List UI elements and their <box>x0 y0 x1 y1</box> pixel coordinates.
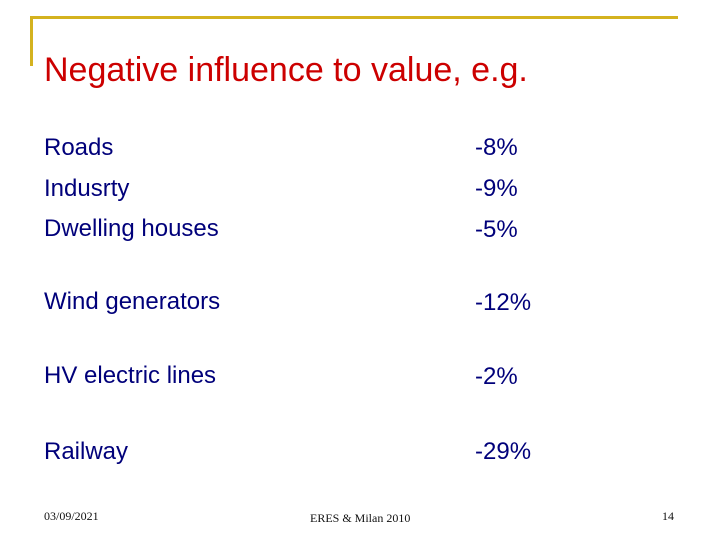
item-label: Railway <box>44 438 129 465</box>
item-label: HV electric lines <box>44 362 217 389</box>
frame-top-line <box>30 16 678 19</box>
item-value: -2% <box>475 363 518 390</box>
item-label: Dwelling houses <box>44 215 219 242</box>
slide-title: Negative influence to value, e.g. <box>44 51 528 89</box>
item-value: -29% <box>475 438 532 465</box>
list-item: Wind generators -12% <box>44 286 531 360</box>
item-value: -9% <box>475 175 518 202</box>
item-value: -5% <box>475 216 518 243</box>
list-item: Indusrty -9% <box>44 172 518 213</box>
frame-left-line <box>30 16 33 66</box>
page-number: 14 <box>662 509 674 523</box>
item-value: -8% <box>475 134 518 161</box>
list-item: Railway -29% <box>44 435 531 475</box>
footer-center-text: ERES & Milan 2010 <box>310 511 411 525</box>
item-label: Roads <box>44 134 114 161</box>
list-item: HV electric lines -2% <box>44 360 518 435</box>
item-value: -12% <box>475 289 532 316</box>
list-item: Dwelling houses -5% <box>44 213 518 286</box>
item-label: Indusrty <box>44 175 130 202</box>
list-item: Roads -8% <box>44 131 518 172</box>
footer-date: 03/09/2021 <box>44 509 99 523</box>
item-label: Wind generators <box>44 288 221 315</box>
influence-list: Roads -8% Indusrty -9% Dwelling houses -… <box>44 131 531 475</box>
